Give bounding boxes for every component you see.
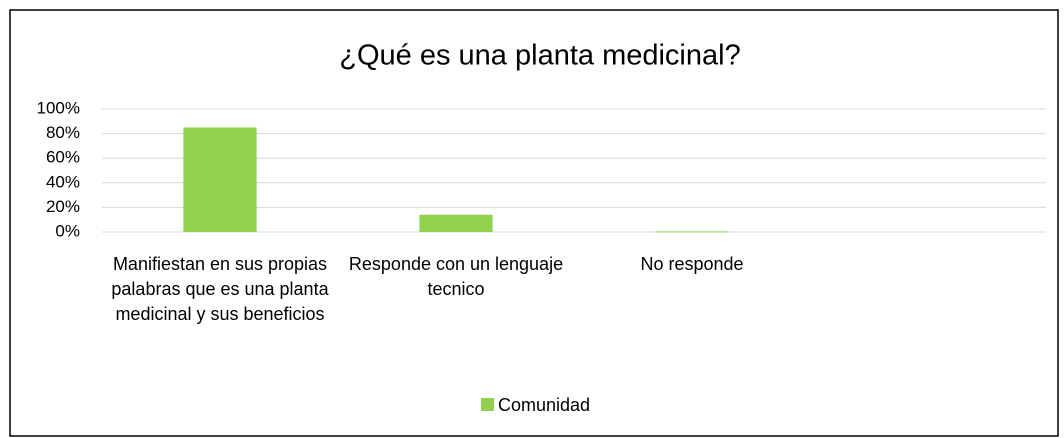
- x-tick-label: Manifiestan en sus propias palabras que …: [111, 254, 329, 324]
- x-tick-label: Responde con un lenguaje tecnico: [348, 254, 564, 299]
- bar: [655, 231, 729, 233]
- y-tick-label: 20%: [46, 197, 80, 216]
- x-tick-label: No responde: [640, 254, 744, 274]
- bar: [183, 127, 257, 232]
- legend-label: Comunidad: [498, 395, 590, 415]
- bar: [419, 214, 493, 232]
- y-tick-label: 40%: [46, 172, 80, 191]
- y-tick-label: 80%: [46, 123, 80, 142]
- chart-frame: [9, 9, 1059, 437]
- y-tick-label: 100%: [37, 98, 80, 117]
- chart-title: ¿Qué es una planta medicinal?: [339, 40, 740, 72]
- y-tick-label: 60%: [46, 148, 80, 167]
- legend-swatch: [481, 398, 494, 411]
- y-tick-label: 0%: [55, 221, 80, 240]
